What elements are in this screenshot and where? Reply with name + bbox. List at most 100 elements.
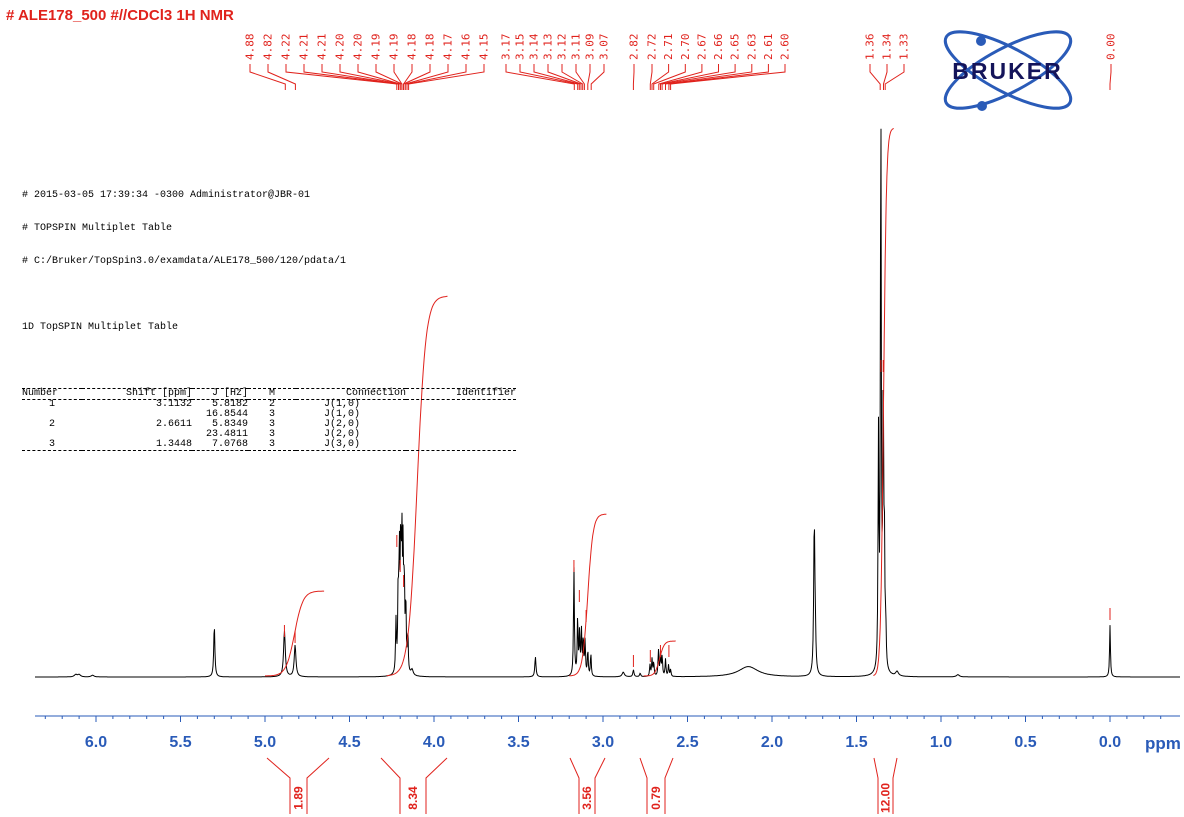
table-cell: J(3,0) [323, 439, 360, 450]
peak-label-leader [665, 64, 753, 90]
header-line-date: # 2015-03-05 17:39:34 -0300 Administrato… [22, 190, 311, 201]
peak-label: 2.72 [646, 34, 659, 61]
integral-value-label: 0.79 [649, 786, 663, 810]
x-axis-unit-label: ppm [1145, 734, 1181, 753]
peak-label-leader [660, 64, 719, 90]
peak-label-leader [661, 64, 736, 90]
peak-label-leader [267, 64, 296, 90]
peak-label: 2.82 [628, 34, 641, 61]
table-cell: 5.8349 [211, 419, 248, 430]
spectrum-group [35, 128, 1180, 678]
peak-label: 4.82 [262, 34, 275, 61]
peak-label-leader [869, 64, 881, 90]
peak-label-leader [649, 64, 653, 90]
peak-label-leader [668, 64, 769, 90]
integral-value-label: 8.34 [406, 786, 420, 810]
table-header-cell: Shift [ppm] [125, 388, 192, 399]
integral-curve [569, 513, 607, 677]
integral-bracket [266, 757, 330, 814]
integral-labels-group: 1.89 8.34 3.56 0.79 12.00 [266, 757, 898, 814]
peak-label: 2.60 [779, 34, 792, 61]
peak-label-leader [505, 64, 575, 90]
table-row: 1 3.1132 5.8182 2 J(1,0) [22, 400, 516, 410]
table-cell [406, 440, 516, 451]
multiplet-table: Number Shift [ppm] J [Hz] M Connection Identi… [22, 388, 516, 451]
table-header-cell: Number [22, 388, 59, 399]
spectrum-title: # ALE178_500 #//CDCl3 1H NMR [6, 7, 234, 24]
peak-label-leader [632, 64, 635, 90]
x-axis-tick-label: 4.5 [338, 734, 360, 751]
peak-label: 4.20 [352, 34, 365, 61]
table-cell: 3 [268, 419, 275, 430]
peak-label: 3.07 [598, 34, 611, 61]
x-axis: 6.0 5.5 5.0 4.5 4.0 3.5 3.0 2.5 2.0 1.5 1.0 0.5 0.0 p… [35, 715, 1181, 753]
peak-label-leader [321, 64, 399, 90]
peak-label: 2.71 [662, 34, 675, 61]
peak-label: 4.16 [460, 34, 473, 61]
peak-label: 2.66 [712, 34, 725, 61]
peak-label-group: 4.88 4.82 4.22 4.21 4.21 4.20 4.20 4.19 4.19 4.18… [244, 33, 1118, 90]
peak-label: 3.15 [514, 34, 527, 61]
peak-label-leader [547, 64, 582, 90]
table-cell: 1.3448 [155, 439, 192, 450]
peak-label: 4.20 [334, 34, 347, 61]
table-cell [406, 420, 516, 430]
peak-label-leader [561, 64, 584, 90]
peak-label-leader [404, 64, 449, 90]
peak-label: 1.33 [898, 34, 911, 61]
spectrum-trace [35, 128, 1180, 678]
x-axis-tick-label: 1.5 [845, 734, 867, 751]
peak-label: 4.18 [406, 34, 419, 61]
table-cell [406, 430, 516, 440]
peak-label-leader [587, 64, 591, 90]
integral-bracket [380, 757, 448, 814]
peak-label-leader [1109, 64, 1112, 90]
peak-label: 3.09 [584, 34, 597, 61]
x-axis-tick-label: 0.0 [1099, 734, 1121, 751]
x-axis-tick-label: 1.0 [930, 734, 952, 751]
table-cell: 2 [268, 399, 275, 410]
x-axis-tick-label: 2.5 [676, 734, 698, 751]
x-axis-tick-label: 3.5 [507, 734, 529, 751]
peak-label-leader [658, 64, 703, 90]
integral-curve [265, 590, 325, 677]
peak-label-leader [357, 64, 401, 90]
x-axis-tick-label: 3.0 [592, 734, 614, 751]
table-header-cell: Connection [345, 388, 406, 399]
table-row: 16.8544 3 J(1,0) [22, 410, 516, 420]
table-cell: 3 [268, 429, 275, 440]
peak-label: 3.12 [556, 34, 569, 61]
table-rule [22, 388, 516, 389]
table-rule [22, 450, 516, 451]
peak-label-leader [653, 64, 686, 90]
table-header-row: Number Shift [ppm] J [Hz] M Connection Identi… [22, 389, 516, 400]
peak-label: 3.13 [542, 34, 555, 61]
peak-label-leader [651, 64, 670, 90]
peak-label: 4.21 [298, 34, 311, 61]
peak-label-leader [590, 64, 605, 90]
peak-label-leader [883, 64, 888, 90]
header-line-software: # TOPSPIN Multiplet Table [22, 223, 173, 234]
header-line-path: # C:/Bruker/TopSpin3.0/examdata/ALE178_5… [22, 256, 347, 267]
table-title: 1D TopSPIN Multiplet Table [22, 322, 179, 333]
peak-label: 1.34 [881, 33, 894, 60]
table-cell: 2.6611 [155, 419, 192, 430]
x-axis-tick-label: 4.0 [423, 734, 445, 751]
peak-label-leader [533, 64, 580, 90]
peak-label: 2.65 [729, 34, 742, 61]
table-cell: 1 [48, 399, 55, 410]
x-axis-tick-label: 5.5 [169, 734, 191, 751]
peak-label: 3.17 [500, 34, 513, 61]
table-cell: 23.4811 [205, 429, 248, 440]
peak-label: 4.21 [316, 34, 329, 61]
multiplet-table-block: # 2015-03-05 17:39:34 -0300 Administrato… [22, 168, 516, 462]
peak-label-leader [403, 64, 431, 90]
peak-label: 4.88 [244, 34, 257, 61]
logo-wordmark: BRUKER [952, 58, 1063, 84]
integral-curves-group [265, 128, 1111, 677]
table-cell: 3 [48, 439, 55, 450]
peak-label: 3.11 [570, 34, 583, 61]
peak-label: 4.19 [388, 34, 401, 61]
peak-label: 4.22 [280, 34, 293, 61]
